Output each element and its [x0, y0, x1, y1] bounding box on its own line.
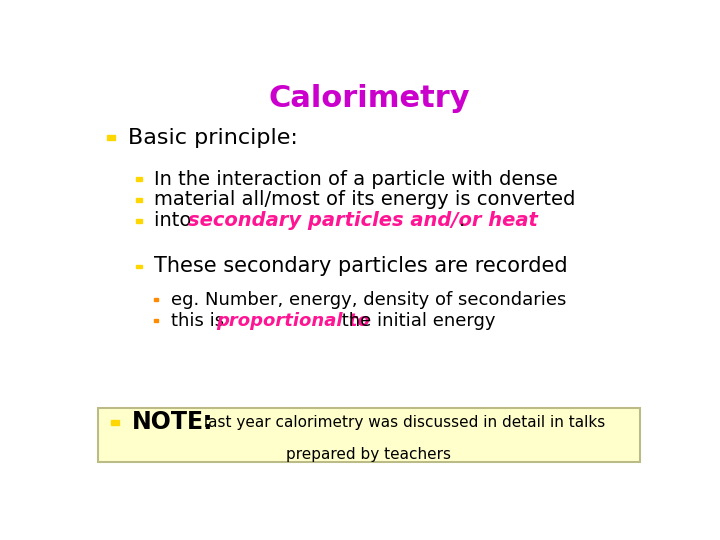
Text: In the interaction of a particle with dense: In the interaction of a particle with de…	[154, 170, 558, 188]
FancyBboxPatch shape	[136, 198, 142, 202]
Text: into: into	[154, 211, 198, 230]
FancyBboxPatch shape	[111, 420, 119, 425]
Text: .: .	[459, 211, 465, 230]
FancyBboxPatch shape	[99, 408, 639, 462]
Text: proportional to: proportional to	[217, 312, 370, 329]
FancyBboxPatch shape	[153, 298, 158, 301]
Text: eg. Number, energy, density of secondaries: eg. Number, energy, density of secondari…	[171, 291, 567, 309]
Text: last year calorimetry was discussed in detail in talks: last year calorimetry was discussed in d…	[199, 415, 605, 430]
Text: the initial energy: the initial energy	[336, 312, 495, 329]
FancyBboxPatch shape	[107, 135, 115, 140]
FancyBboxPatch shape	[136, 177, 142, 181]
FancyBboxPatch shape	[136, 219, 142, 222]
Text: secondary particles and/or heat: secondary particles and/or heat	[188, 211, 538, 230]
Text: NOTE:: NOTE:	[132, 410, 213, 434]
Text: prepared by teachers: prepared by teachers	[287, 447, 451, 462]
FancyBboxPatch shape	[136, 265, 142, 268]
Text: Basic principle:: Basic principle:	[128, 127, 298, 147]
FancyBboxPatch shape	[153, 319, 158, 322]
Text: These secondary particles are recorded: These secondary particles are recorded	[154, 256, 568, 276]
Text: Calorimetry: Calorimetry	[268, 84, 470, 112]
Text: material all/most of its energy is converted: material all/most of its energy is conve…	[154, 191, 575, 210]
Text: this is: this is	[171, 312, 230, 329]
